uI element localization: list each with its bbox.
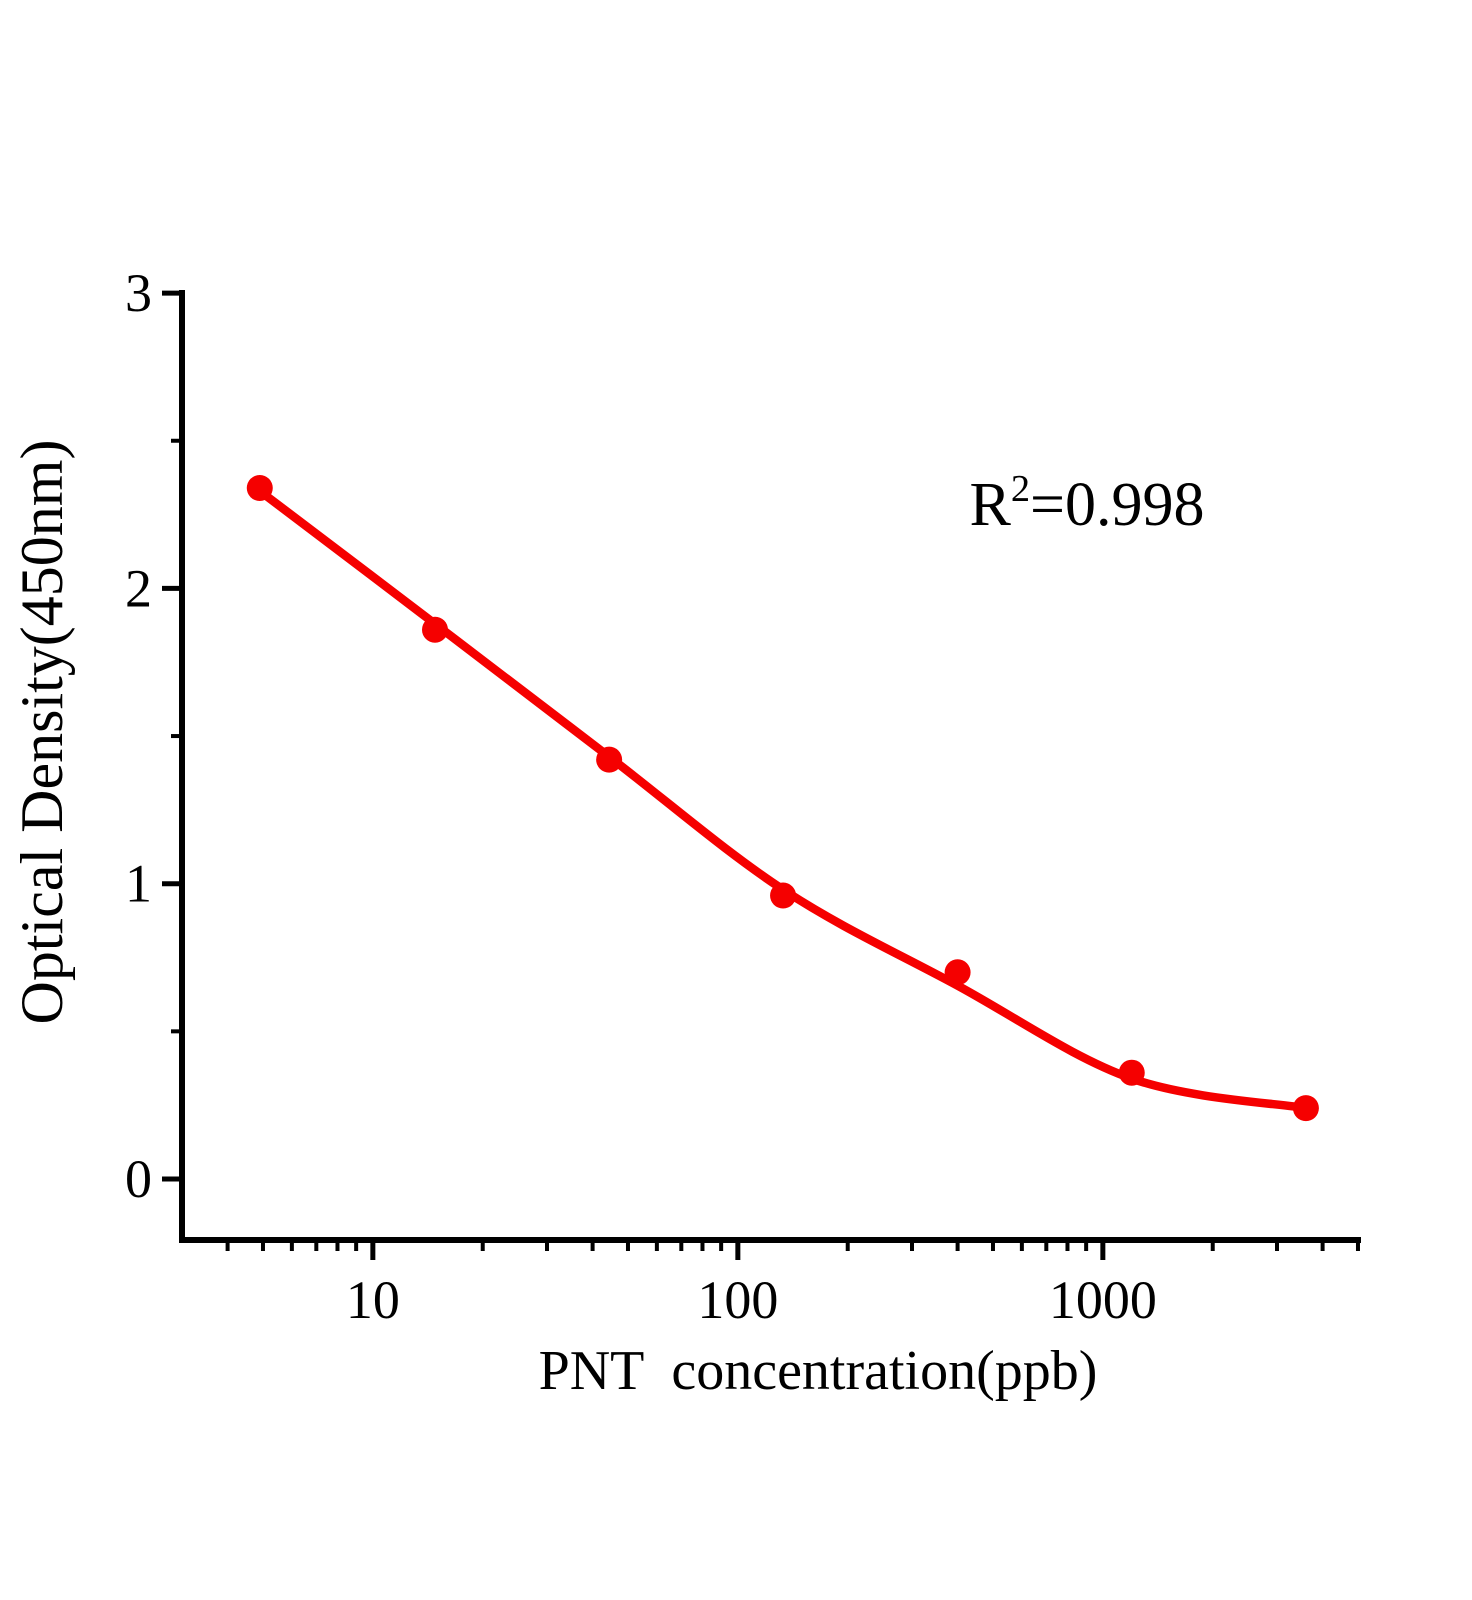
data-point [596, 746, 623, 773]
y-tick-label: 0 [125, 1149, 152, 1209]
r-squared-exponent: 2 [1010, 468, 1031, 511]
r-squared-value: =0.998 [1030, 471, 1205, 539]
fit-curve [255, 486, 1311, 1113]
data-point [421, 616, 448, 643]
data-point [944, 959, 971, 986]
r-squared-annotation: R2=0.998 [969, 470, 1205, 539]
x-tick-label: 100 [697, 1270, 778, 1330]
y-axis-title: Optical Density(450nm) [9, 439, 75, 1025]
r-squared-base: R [969, 471, 1011, 539]
y-tick-label: 3 [125, 263, 152, 323]
x-tick-label: 10 [346, 1270, 400, 1330]
x-axis-title: PNT concentration(ppb) [538, 1340, 1098, 1402]
y-tick-label: 1 [125, 854, 152, 914]
data-point [246, 474, 273, 501]
y-tick-label: 2 [125, 558, 152, 618]
data-point [770, 882, 797, 909]
x-tick-label: 1000 [1049, 1270, 1157, 1330]
data-point [1292, 1095, 1319, 1122]
data-point [1118, 1059, 1145, 1086]
